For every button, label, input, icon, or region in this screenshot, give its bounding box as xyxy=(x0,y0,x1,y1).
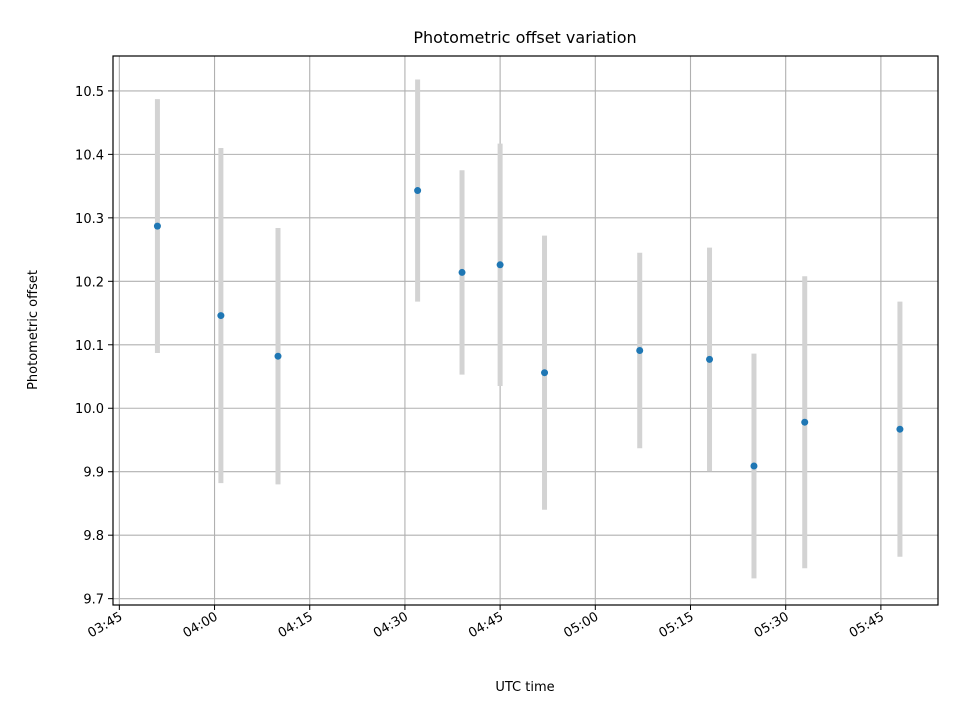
data-point xyxy=(801,418,809,426)
x-tick-label: 05:30 xyxy=(752,609,792,641)
y-tick-label: 10.5 xyxy=(75,85,104,100)
y-tick-label: 10.3 xyxy=(75,212,104,227)
y-axis: 9.7 9.8 9.9 10.0 10.1 10.2 10.3 10.4 10.5 xyxy=(75,85,113,608)
data-point xyxy=(896,425,904,433)
data-point xyxy=(414,187,422,195)
data-point xyxy=(636,346,644,354)
y-tick-label: 10.1 xyxy=(75,339,104,354)
x-tick-label: 05:00 xyxy=(561,609,601,641)
data-point xyxy=(153,222,161,230)
y-tick-label: 9.8 xyxy=(83,529,104,544)
data-point xyxy=(274,352,282,360)
x-tick-label: 04:45 xyxy=(466,609,506,641)
data-point xyxy=(706,355,714,363)
chart-title: Photometric offset variation xyxy=(413,28,636,47)
plot-frame xyxy=(112,55,939,606)
data-point xyxy=(217,312,225,320)
x-tick-label: 04:30 xyxy=(371,609,411,641)
x-axis: 03:45 04:00 04:15 04:30 04:45 05:00 05:15 05:30… xyxy=(85,605,887,641)
grid xyxy=(113,56,938,605)
data-point xyxy=(750,462,758,470)
data-point xyxy=(458,268,466,276)
x-tick-label: 03:45 xyxy=(85,609,125,641)
x-tick-label: 04:00 xyxy=(181,609,221,641)
y-tick-label: 9.7 xyxy=(83,593,104,608)
y-tick-label: 10.4 xyxy=(75,148,104,163)
y-tick-label: 10.0 xyxy=(75,402,104,417)
y-tick-label: 10.2 xyxy=(75,275,104,290)
x-tick-label: 05:45 xyxy=(847,609,887,641)
x-axis-label: UTC time xyxy=(495,680,554,695)
y-axis-label: Photometric offset xyxy=(26,270,41,390)
x-tick-label: 04:15 xyxy=(276,609,316,641)
data-point xyxy=(496,261,504,269)
data-points xyxy=(153,187,904,470)
y-tick-label: 9.9 xyxy=(83,466,104,481)
data-point xyxy=(541,369,549,377)
x-tick-label: 05:15 xyxy=(657,609,697,641)
